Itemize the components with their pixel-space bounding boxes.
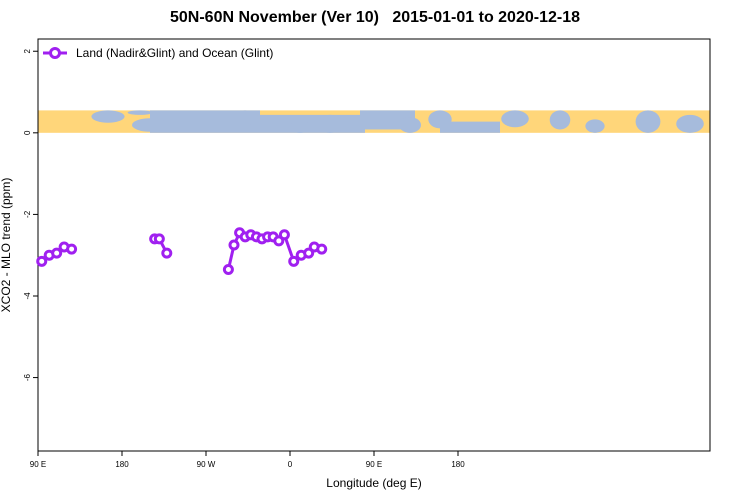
- data-point: [222, 263, 234, 275]
- data-point: [51, 247, 63, 259]
- map-bering-sea: [150, 110, 260, 116]
- legend: Land (Nadir&Glint) and Ocean (Glint): [43, 46, 273, 60]
- y-tick-label: -4: [23, 292, 32, 300]
- x-tick-label: 180: [451, 460, 465, 469]
- map-ocean-patch: [501, 110, 529, 128]
- data-point: [278, 229, 290, 241]
- map-ocean-patch: [132, 118, 168, 132]
- world-map-strip: [38, 110, 710, 133]
- chart-title: 50N-60N November (Ver 10) 2015-01-01 to …: [170, 9, 580, 26]
- map-ocean-patch: [585, 119, 605, 133]
- map-ocean-patch: [288, 121, 312, 133]
- x-tick-label: 0: [288, 460, 293, 469]
- legend-label: Land (Nadir&Glint) and Ocean (Glint): [76, 46, 273, 60]
- data-point: [228, 239, 240, 251]
- map-ocean-patch: [399, 117, 421, 133]
- map-ocean-patch: [549, 110, 571, 130]
- map-ocean-patch: [127, 110, 153, 115]
- x-axis-label: Longitude (deg E): [326, 476, 422, 490]
- map-ocean-patch: [314, 114, 346, 133]
- x-tick-label: 90 E: [366, 460, 382, 469]
- y-tick-label: 2: [23, 48, 32, 53]
- y-tick-label: -2: [23, 210, 32, 218]
- data-point: [36, 255, 48, 267]
- map-north-sea: [440, 121, 500, 133]
- plot-frame: [37, 38, 711, 452]
- y-tick-label: -6: [23, 373, 32, 381]
- x-axis-ticks: 90 E 180 90 W 0 90 E 180: [30, 451, 465, 469]
- y-axis-ticks: 2 0 -2 -4 -6: [23, 48, 38, 381]
- series-layer: [36, 227, 328, 275]
- map-ocean-patch: [91, 110, 125, 123]
- data-point: [153, 233, 165, 245]
- x-tick-label: 180: [115, 460, 129, 469]
- data-point: [66, 243, 78, 255]
- y-tick-label: 0: [23, 130, 32, 135]
- map-ocean-patch: [676, 114, 704, 133]
- x-tick-label: 90 E: [30, 460, 46, 469]
- data-point: [161, 247, 173, 259]
- legend-marker-swatch: [49, 47, 61, 59]
- data-point: [288, 255, 300, 267]
- y-axis-label: XCO2 - MLO trend (ppm): [0, 177, 13, 313]
- x-tick-label: 90 W: [197, 460, 216, 469]
- data-point: [316, 243, 328, 255]
- map-ocean-patch: [635, 110, 661, 133]
